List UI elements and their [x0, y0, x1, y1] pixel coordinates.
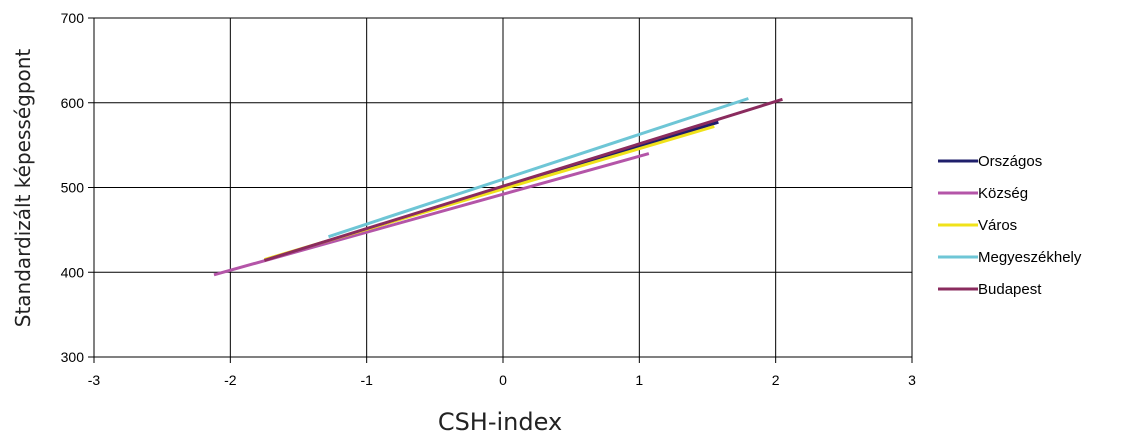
y-tick-label: 300 [61, 349, 85, 365]
x-tick-labels: -3 -2 -1 0 1 2 3 [88, 372, 916, 388]
legend-label: Megyeszékhely [978, 249, 1082, 266]
y-tick-label: 600 [61, 95, 85, 111]
plot-area [93, 17, 913, 358]
x-tick-label: 0 [499, 372, 507, 388]
y-tick-label: 500 [61, 180, 85, 196]
x-tick-label: 2 [772, 372, 780, 388]
x-tick-label: -1 [360, 372, 373, 388]
legend: Országos Község Város Megyeszékhely Budapest [938, 153, 1082, 298]
y-tick-label: 700 [61, 10, 85, 26]
series-line [263, 97, 783, 262]
legend-label: Országos [978, 153, 1042, 170]
x-axis-label: CSH-index [438, 408, 562, 435]
y-axis-label: Standardizált képességpont [11, 49, 35, 328]
x-tick-label: -2 [224, 372, 237, 388]
grid [88, 17, 913, 363]
legend-label: Város [978, 217, 1017, 234]
legend-label: Budapest [978, 281, 1042, 298]
series-lines [213, 97, 783, 277]
y-tick-labels: 300 400 500 600 700 [61, 10, 85, 365]
x-tick-label: -3 [88, 372, 101, 388]
legend-label: Község [978, 185, 1028, 202]
x-tick-label: 1 [635, 372, 643, 388]
y-tick-label: 400 [61, 264, 85, 280]
series-line [328, 97, 749, 239]
x-tick-label: 3 [908, 372, 916, 388]
